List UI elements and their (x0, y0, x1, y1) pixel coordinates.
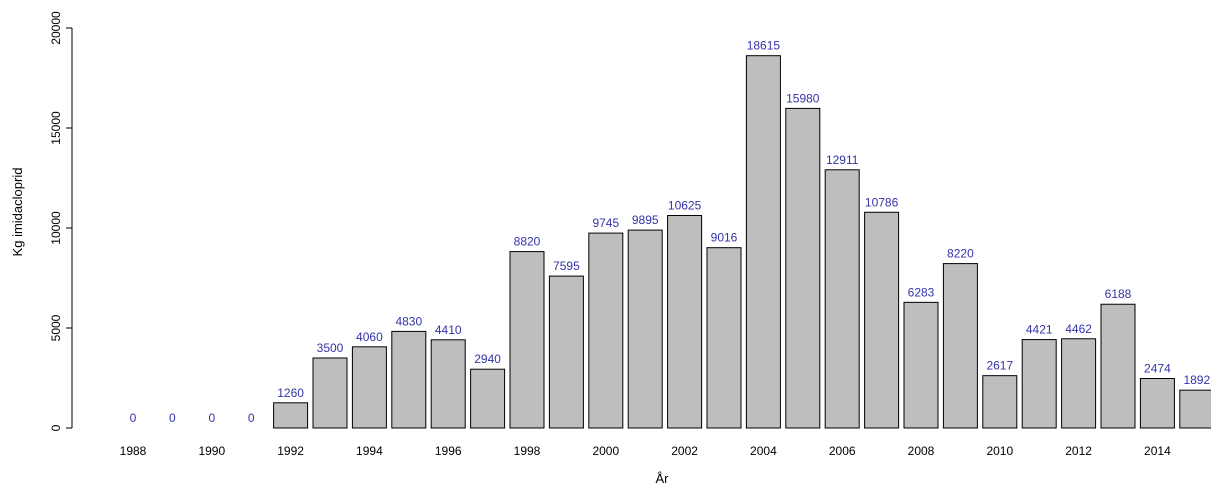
bar-value-label: 4830 (395, 314, 422, 328)
x-tick-label: 1996 (435, 444, 462, 458)
bar-value-label: 6188 (1105, 287, 1132, 301)
bar (824, 169, 860, 429)
bar-value-label: 9895 (632, 213, 659, 227)
bar (273, 402, 309, 429)
x-axis-title: År (656, 471, 670, 486)
x-tick-label: 1998 (514, 444, 541, 458)
bar-value-label: 15980 (786, 91, 820, 105)
y-axis: 0 5000 10000 15000 20000 (49, 11, 73, 431)
bar (1100, 303, 1136, 429)
bar-value-label: 10625 (668, 199, 702, 213)
bar-value-label: 9745 (592, 216, 619, 230)
x-tick-label: 2004 (750, 444, 777, 458)
bars-group (273, 55, 1211, 429)
bar-value-label: 4060 (356, 330, 383, 344)
bar (509, 251, 545, 429)
bar (982, 375, 1018, 429)
x-tick-label: 2014 (1144, 444, 1171, 458)
bar (745, 55, 781, 429)
bar (785, 107, 821, 429)
bar-value-label: 0 (208, 411, 215, 425)
bar (706, 247, 742, 429)
bar (627, 229, 663, 429)
y-tick-label: 5000 (49, 314, 63, 341)
bar-value-label: 4462 (1065, 322, 1092, 336)
x-tick-label: 1992 (277, 444, 304, 458)
bar-value-label: 2940 (474, 352, 501, 366)
bar-value-label: 4421 (1026, 323, 1053, 337)
bar-value-label: 1260 (277, 386, 304, 400)
bar (312, 357, 348, 429)
bar-value-label: 0 (248, 411, 255, 425)
bar-value-label: 9016 (711, 231, 738, 245)
bar-value-label: 12911 (826, 153, 859, 167)
bar (1179, 389, 1211, 429)
x-tick-label: 1988 (120, 444, 147, 458)
bar-value-label: 0 (130, 411, 137, 425)
bar (903, 301, 939, 429)
x-tick-label: 1990 (198, 444, 225, 458)
bar (391, 330, 427, 429)
bar-value-label: 3500 (317, 341, 344, 355)
bar-value-label: 18615 (747, 39, 781, 53)
value-labels-group: 0 0 0 0 1260 3500 4060 4830 4410 2940 8820 7595 9745… (130, 39, 1211, 425)
bar (588, 232, 624, 429)
y-tick-label: 15000 (49, 111, 63, 145)
bar-value-label: 2617 (986, 359, 1013, 373)
bar-value-label: 6283 (908, 285, 935, 299)
x-tick-label: 2000 (592, 444, 619, 458)
bar-value-label: 4410 (435, 323, 462, 337)
x-tick-label: 1994 (356, 444, 383, 458)
bar (548, 275, 584, 429)
bar-value-label: 0 (169, 411, 176, 425)
y-tick-label: 20000 (49, 11, 63, 45)
y-tick-label: 10000 (49, 211, 63, 245)
y-tick-label: 0 (49, 424, 63, 431)
bar-value-label: 8820 (514, 235, 541, 249)
bar (1061, 338, 1097, 429)
bar (864, 211, 900, 429)
bar (1139, 378, 1175, 429)
x-tick-label: 2010 (986, 444, 1013, 458)
x-tick-label: 2012 (1065, 444, 1092, 458)
bar (942, 263, 978, 429)
bar-value-label: 2474 (1144, 362, 1171, 376)
bar (351, 346, 387, 429)
x-tick-label: 2006 (829, 444, 856, 458)
bar (470, 368, 506, 429)
bar-value-label: 1892 (1183, 373, 1210, 387)
bar (667, 215, 703, 429)
x-tick-label: 2002 (671, 444, 698, 458)
y-axis-title: Kg imidacloprid (10, 168, 25, 257)
bar (430, 339, 466, 429)
bar-value-label: 8220 (947, 247, 974, 261)
x-tick-labels-group: 1988 1990 1992 1994 1996 1998 2000 2002 2004 2006… (120, 444, 1171, 458)
x-tick-label: 2008 (908, 444, 935, 458)
bar-value-label: 7595 (553, 259, 580, 273)
bar (1021, 339, 1057, 429)
bar-value-label: 10786 (865, 195, 899, 209)
